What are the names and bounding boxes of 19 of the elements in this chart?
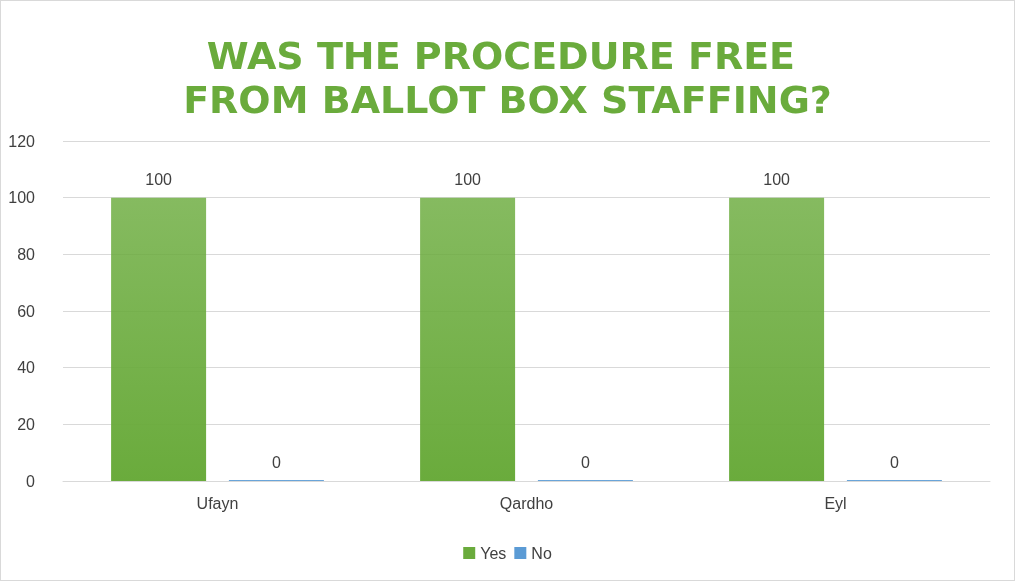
data-label: 0 <box>889 453 899 471</box>
y-tick-label: 20 <box>17 415 36 433</box>
x-tick-label: Eyl <box>824 494 847 512</box>
legend-label: No <box>531 544 552 562</box>
x-tick-label: Qardho <box>499 494 554 512</box>
y-tick-label: 100 <box>8 189 36 207</box>
chart-title: WAS THE PROCEDURE FREE FROM BALLOT BOX STAFFING? <box>183 34 832 122</box>
y-tick-label: 0 <box>26 472 36 490</box>
data-label: 100 <box>763 171 791 189</box>
y-tick-label: 120 <box>8 132 36 150</box>
y-tick-label: 80 <box>17 245 36 263</box>
legend-label: Yes <box>480 544 507 562</box>
data-label: 0 <box>580 453 590 471</box>
data-label: 0 <box>271 453 281 471</box>
y-tick-label: 40 <box>17 359 36 377</box>
x-tick-label: Ufayn <box>196 494 239 512</box>
data-label: 100 <box>454 171 482 189</box>
data-label: 100 <box>145 171 173 189</box>
y-tick-label: 60 <box>17 302 36 320</box>
